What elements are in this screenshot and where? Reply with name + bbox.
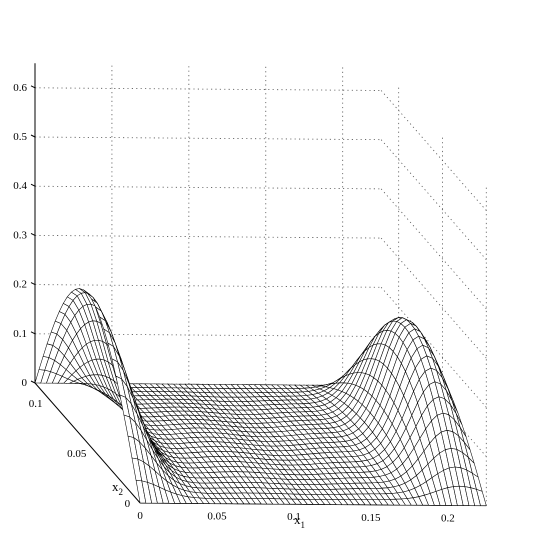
grid-line-z-5 xyxy=(34,136,382,141)
x-tick-label-2: 0.1 xyxy=(287,511,301,523)
mesh-cell xyxy=(476,489,487,506)
z-tick-mark-5 xyxy=(30,134,36,138)
y-tick-label-0: 0 xyxy=(125,498,131,510)
grid-line-z-4 xyxy=(34,185,382,190)
grid-line-zside-5 xyxy=(380,139,487,260)
z-tick-mark-2 xyxy=(30,282,36,286)
y-axis-line xyxy=(34,382,141,504)
z-tick-mark-6 xyxy=(30,85,36,89)
x-tick-label-4: 0.2 xyxy=(441,512,455,524)
z-tick-label-6: 0.6 xyxy=(13,82,27,94)
z-tick-label-5: 0.5 xyxy=(13,131,27,143)
z-tick-mark-4 xyxy=(30,183,36,187)
grid-line-zside-6 xyxy=(380,90,487,211)
x-tick-label-1: 0.05 xyxy=(207,511,227,523)
z-tick-mark-1 xyxy=(30,331,36,335)
x-axis-label: x1 xyxy=(294,512,305,530)
grid-line-zside-3 xyxy=(380,237,487,359)
tick-labels: 00.10.20.30.40.50.60 0.05 0.1 0.15 0.200.050… xyxy=(13,82,454,525)
z-tick-mark-0 xyxy=(30,380,36,384)
z-tick-label-0: 0 xyxy=(22,377,28,389)
surface-mesh xyxy=(34,288,487,506)
grid-line-z-2 xyxy=(34,284,382,288)
z-tick-mark-3 xyxy=(30,232,36,236)
z-tick-label-2: 0.2 xyxy=(13,279,27,291)
z-tick-label-4: 0.4 xyxy=(13,180,27,192)
y-axis-label: x2 xyxy=(112,479,123,497)
grid-line-zside-4 xyxy=(380,188,487,310)
x-tick-label-3: 0.15 xyxy=(361,512,381,524)
x-tick-label-0: 0 xyxy=(137,510,143,522)
grid-line-z-3 xyxy=(34,235,382,239)
grid-line-z-6 xyxy=(34,87,382,91)
grid-line-zside-2 xyxy=(380,287,487,408)
y-tick-label-2: 0.1 xyxy=(29,398,43,410)
z-tick-label-1: 0.1 xyxy=(13,328,27,340)
z-tick-label-3: 0.3 xyxy=(13,229,27,241)
y-tick-label-1: 0.05 xyxy=(67,448,87,460)
